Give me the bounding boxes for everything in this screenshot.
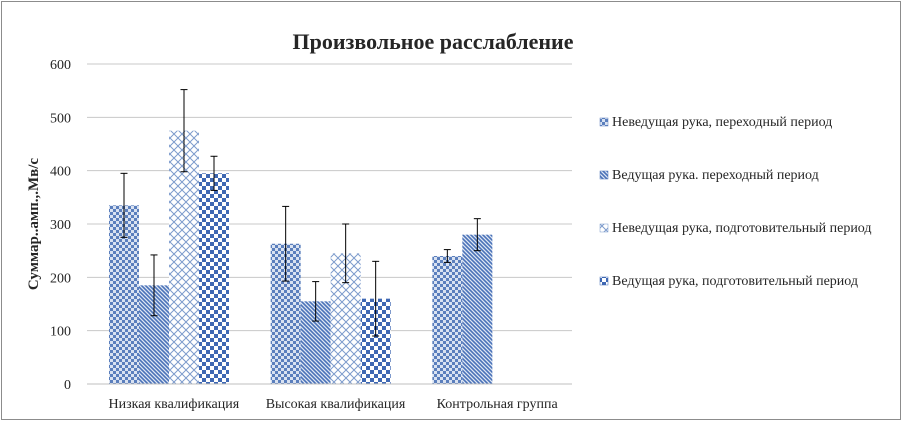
y-axis-label: Суммар..амп.,.Мв/с xyxy=(26,158,42,290)
legend-label: Неведущая рука, переходный период xyxy=(612,115,832,130)
legend-label: Неведущая рука, подготовительный период xyxy=(612,221,872,236)
y-tick-label: 500 xyxy=(50,111,71,126)
y-tick-label: 600 xyxy=(50,58,71,73)
bars xyxy=(109,130,493,384)
legend-swatch xyxy=(599,223,609,233)
x-category-label: Высокая квалификация xyxy=(266,397,406,412)
legend: Неведущая рука, переходный период Ведущая… xyxy=(599,115,872,289)
bar xyxy=(169,130,199,384)
bar xyxy=(462,234,493,384)
chart-title: Произвольное расслабление xyxy=(292,29,573,54)
bar xyxy=(199,173,229,384)
bar xyxy=(432,256,463,384)
chart: Произвольное расслабление Суммар..амп.,.… xyxy=(26,29,872,412)
x-axis-categories: Низкая квалификация Высокая квалификация К… xyxy=(108,397,558,412)
y-tick-label: 100 xyxy=(50,325,71,340)
y-tick-label: 0 xyxy=(64,378,71,393)
legend-swatch xyxy=(599,170,609,180)
y-axis-ticks: 0 100 200 300 400 500 600 xyxy=(50,58,71,393)
x-category-label: Контрольная группа xyxy=(437,397,559,412)
legend-label: Ведущая рука. переходный период xyxy=(612,168,819,183)
y-tick-label: 300 xyxy=(50,218,71,233)
y-tick-label: 400 xyxy=(50,165,71,180)
x-category-label: Низкая квалификация xyxy=(108,397,239,412)
error-bars xyxy=(120,89,481,337)
legend-swatch xyxy=(599,276,609,286)
legend-label: Ведущая рука, подготовительный период xyxy=(612,274,858,289)
y-tick-label: 200 xyxy=(50,271,71,286)
legend-swatch xyxy=(599,117,609,127)
